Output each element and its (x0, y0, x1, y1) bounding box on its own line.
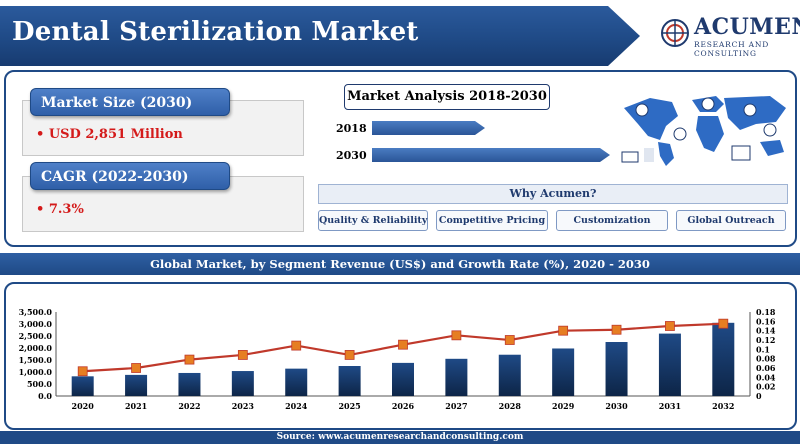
growth-point-2026 (398, 339, 408, 350)
cagr-label: CAGR (2022-2030) (30, 162, 230, 190)
growth-point-2028 (504, 335, 515, 345)
x-tick-label: 2023 (232, 401, 255, 411)
growth-point-2031 (665, 321, 675, 331)
page-title: Dental Sterilization Market (12, 17, 419, 47)
x-tick-label: 2024 (285, 401, 308, 411)
title-banner (0, 6, 640, 66)
bar-2029 (552, 348, 575, 396)
why-item-outreach: Global Outreach (676, 210, 786, 231)
growth-point-2023 (237, 350, 248, 360)
y-left-tick-label: 1,500.0 (19, 355, 53, 365)
y-left-tick-label: 3,500.0 (19, 307, 53, 317)
x-tick-label: 2026 (392, 401, 415, 411)
x-tick-label: 2031 (659, 401, 681, 411)
y-left-tick-label: 0.0 (38, 391, 52, 401)
logo-name: ACUMEN (694, 14, 800, 40)
bar-2024 (285, 368, 308, 396)
x-tick-label: 2027 (445, 401, 467, 411)
x-tick-label: 2032 (712, 401, 734, 411)
bar-2026 (392, 362, 414, 396)
bar-2032 (712, 322, 735, 396)
market-size-label: Market Size (2030) (30, 88, 230, 116)
x-tick-label: 2025 (338, 401, 360, 411)
bar-2030 (605, 342, 628, 396)
y-left-tick-label: 2,500.0 (19, 331, 53, 341)
world-map-illustration (621, 96, 786, 166)
y-right-tick-label: 0.16 (756, 316, 776, 326)
analysis-arrow-2030 (372, 148, 610, 162)
market-size-value: • USD 2,851 Million (36, 127, 183, 142)
y-right-tick-label: 0.06 (756, 363, 776, 373)
growth-point-2021 (131, 363, 141, 373)
analysis-year-2030: 2030 (336, 149, 367, 162)
why-acumen-bar: Why Acumen? (318, 184, 788, 204)
bar-2022 (178, 372, 201, 396)
bar-2031 (658, 333, 681, 396)
source-footer: Source: www.acumenresearchandconsulting.… (0, 431, 800, 444)
market-analysis-title: Market Analysis 2018-2030 (344, 84, 550, 110)
logo-subtitle: RESEARCH AND CONSULTING (694, 40, 770, 58)
x-tick-label: 2030 (605, 401, 628, 411)
x-tick-label: 2020 (72, 401, 95, 411)
y-left-tick-label: 2,000.0 (19, 343, 53, 353)
cagr-value: • 7.3% (36, 202, 84, 217)
y-right-tick-label: 0.18 (756, 307, 776, 317)
why-item-pricing: Competitive Pricing (436, 210, 548, 231)
y-right-tick-label: 0.14 (756, 326, 776, 336)
globe-logo-icon (661, 19, 689, 47)
bar-2021 (125, 374, 148, 396)
y-right-tick-label: 0.08 (756, 354, 776, 364)
y-right-tick-label: 0.04 (756, 372, 776, 382)
y-right-tick-label: 0 (756, 391, 762, 401)
x-tick-label: 2029 (552, 401, 575, 411)
bar-2025 (338, 366, 361, 396)
growth-point-2032 (718, 318, 729, 329)
segment-banner: Global Market, by Segment Revenue (US$) … (0, 253, 800, 275)
growth-point-2022 (184, 354, 195, 365)
analysis-year-2018: 2018 (336, 122, 367, 135)
growth-point-2030 (611, 324, 622, 335)
analysis-arrow-2018 (372, 121, 485, 135)
y-left-tick-label: 500.0 (27, 379, 52, 389)
y-left-tick-label: 1,000.0 (19, 367, 53, 377)
x-tick-label: 2021 (125, 401, 147, 411)
bar-2023 (231, 371, 254, 396)
growth-point-2027 (451, 330, 462, 341)
x-tick-label: 2028 (499, 401, 522, 411)
why-item-customization: Customization (556, 210, 668, 231)
growth-point-2020 (77, 366, 88, 377)
why-item-quality: Quality & Reliability (318, 210, 428, 231)
revenue-growth-chart: 0.0 500.0 1,000.0 1,500.0 2,000.0 2,500.0 3,00… (19, 307, 776, 411)
bar-2028 (498, 354, 521, 396)
y-right-tick-label: 0.12 (756, 335, 775, 345)
growth-point-2025 (344, 350, 355, 360)
y-left-tick-label: 3,000.0 (19, 319, 53, 329)
growth-point-2024 (291, 340, 302, 351)
y-right-tick-label: 0.1 (756, 344, 770, 354)
x-tick-label: 2022 (178, 401, 200, 411)
growth-point-2029 (558, 325, 569, 336)
bar-2027 (445, 358, 468, 396)
bar-2020 (71, 376, 94, 396)
y-right-tick-label: 0.02 (756, 382, 775, 392)
